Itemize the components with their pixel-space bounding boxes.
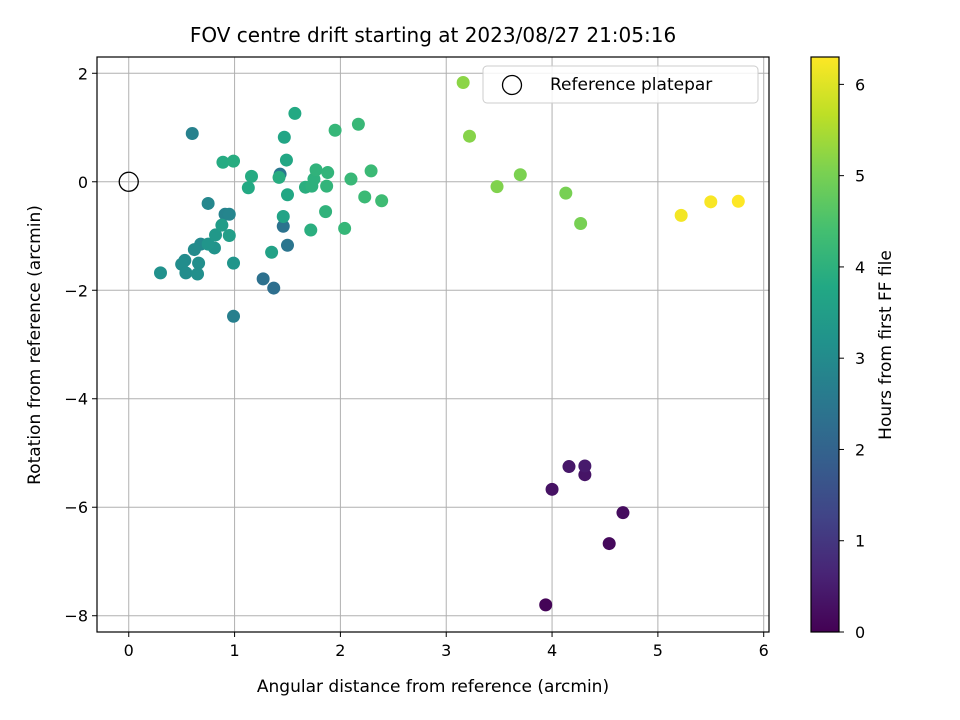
scatter-point bbox=[513, 168, 527, 182]
scatter-point bbox=[319, 205, 333, 219]
scatter-point bbox=[179, 266, 193, 280]
colorbar-tick-label: 4 bbox=[855, 258, 865, 277]
scatter-point bbox=[562, 460, 576, 474]
plot-frame bbox=[96, 56, 770, 633]
chart-title: FOV centre drift starting at 2023/08/27 … bbox=[190, 23, 676, 47]
scatter-point bbox=[215, 218, 229, 232]
scatter-point bbox=[539, 598, 553, 612]
scatter-point bbox=[216, 155, 230, 169]
scatter-point bbox=[256, 272, 270, 286]
scatter-point bbox=[227, 154, 241, 168]
scatter-point bbox=[191, 267, 205, 281]
x-tick-label: 3 bbox=[441, 641, 451, 660]
scatter-point bbox=[344, 172, 358, 186]
y-tick-label: −4 bbox=[64, 390, 88, 409]
scatter-point bbox=[227, 256, 241, 270]
scatter-point bbox=[265, 245, 279, 259]
scatter-point bbox=[545, 482, 559, 496]
x-tick-label: 5 bbox=[653, 641, 663, 660]
y-axis-label: Rotation from reference (arcmin) bbox=[25, 205, 45, 485]
scatter-point bbox=[267, 281, 281, 295]
x-tick-label: 6 bbox=[759, 641, 769, 660]
scatter-point bbox=[328, 123, 342, 137]
reference-platepar-marker bbox=[118, 171, 139, 192]
reference-marker-layer bbox=[118, 171, 139, 192]
scatter-point bbox=[276, 219, 290, 233]
scatter-point bbox=[364, 164, 378, 178]
scatter-point bbox=[463, 129, 477, 143]
colorbar-gradient bbox=[810, 56, 840, 633]
legend-entry-label: Reference platepar bbox=[550, 75, 712, 95]
scatter-point bbox=[375, 194, 389, 208]
scatter-point bbox=[201, 196, 215, 210]
scatter-point bbox=[277, 130, 291, 144]
scatter-point bbox=[153, 266, 167, 280]
colorbar-tick-label: 1 bbox=[855, 532, 865, 551]
scatter-point bbox=[320, 179, 334, 193]
x-tick-label: 4 bbox=[547, 641, 557, 660]
legend-reference-marker bbox=[501, 74, 523, 96]
colorbar-tick-label: 3 bbox=[855, 349, 865, 368]
y-tick-label: −8 bbox=[64, 607, 88, 626]
scatter-point bbox=[288, 106, 302, 120]
scatter-point bbox=[674, 208, 688, 222]
scatter-point bbox=[559, 186, 573, 200]
scatter-point bbox=[209, 228, 223, 242]
scatter-point bbox=[490, 180, 504, 194]
x-axis-label: Angular distance from reference (arcmin) bbox=[257, 677, 609, 697]
colorbar-tick-label: 2 bbox=[855, 440, 865, 459]
colorbar: 0 1 2 3 4 5 6 Hours from first FF file bbox=[810, 56, 896, 642]
scatter-point bbox=[185, 126, 199, 140]
y-tick-label: 2 bbox=[78, 64, 88, 83]
scatter-point bbox=[279, 153, 293, 167]
scatter-point bbox=[245, 169, 259, 183]
scatter-point bbox=[272, 170, 286, 184]
x-tick-label: 2 bbox=[335, 641, 345, 660]
y-tick-label: −6 bbox=[64, 498, 88, 517]
scatter-point bbox=[616, 506, 630, 520]
scatter-point bbox=[351, 117, 365, 131]
colorbar-tick-label: 6 bbox=[855, 75, 865, 94]
y-axis-ticks: −8 −6 −4 −2 0 2 bbox=[64, 64, 97, 626]
scatter-point bbox=[192, 256, 206, 270]
scatter-point bbox=[574, 217, 588, 231]
data-points bbox=[153, 75, 745, 612]
x-tick-label: 0 bbox=[124, 641, 134, 660]
scatter-point bbox=[241, 181, 255, 195]
scatter-point bbox=[222, 228, 236, 242]
scatter-point bbox=[280, 238, 294, 252]
grid bbox=[97, 57, 769, 632]
scatter-point bbox=[731, 194, 745, 208]
colorbar-ticks: 0 1 2 3 4 5 6 bbox=[839, 75, 865, 642]
scatter-point bbox=[338, 221, 352, 235]
scatter-point bbox=[358, 190, 372, 204]
scatter-point bbox=[276, 209, 290, 223]
colorbar-tick-label: 0 bbox=[855, 623, 865, 642]
scatter-point bbox=[602, 537, 616, 551]
legend-box bbox=[482, 65, 759, 104]
y-tick-label: 0 bbox=[78, 173, 88, 192]
scatter-point bbox=[456, 75, 470, 89]
x-tick-label: 1 bbox=[229, 641, 239, 660]
scatter-point bbox=[578, 459, 592, 473]
scatter-point bbox=[227, 309, 241, 323]
scatter-point bbox=[304, 223, 318, 237]
scatter-point bbox=[201, 237, 215, 251]
scatter-point bbox=[187, 243, 201, 257]
scatter-point bbox=[280, 188, 294, 202]
y-tick-label: −2 bbox=[64, 281, 88, 300]
scatter-point bbox=[321, 166, 335, 180]
colorbar-tick-label: 5 bbox=[855, 167, 865, 186]
scatter-point bbox=[309, 163, 323, 177]
scatter-point bbox=[704, 195, 718, 209]
colorbar-label: Hours from first FF file bbox=[876, 250, 896, 440]
x-axis-ticks: 0 1 2 3 4 5 6 bbox=[124, 632, 769, 660]
legend: Reference platepar bbox=[482, 65, 759, 104]
scatter-point bbox=[222, 207, 236, 221]
